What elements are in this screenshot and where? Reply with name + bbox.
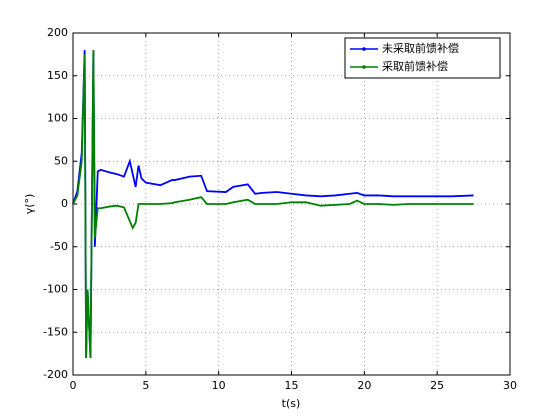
y-tick-label: -50	[50, 240, 68, 253]
x-axis-label: t(s)	[282, 397, 301, 410]
y-tick-label: 150	[47, 69, 68, 82]
y-axis-label: γ(°)	[23, 194, 36, 215]
plot-frame	[72, 32, 511, 376]
legend-marker	[362, 65, 366, 69]
legend-box	[344, 37, 501, 79]
y-tick-label: -200	[43, 368, 68, 381]
y-tick-label: 200	[47, 26, 68, 39]
y-tick-label: 0	[61, 197, 68, 210]
x-tick-label: 15	[285, 379, 299, 392]
x-tick-label: 0	[70, 379, 77, 392]
x-tick-label: 30	[503, 379, 517, 392]
y-tick-label: 50	[54, 154, 68, 167]
x-tick-label: 20	[357, 379, 371, 392]
x-tick-label: 10	[212, 379, 226, 392]
series-line	[72, 50, 474, 358]
legend-label: 未采取前馈补偿	[382, 41, 459, 55]
y-tick-label: -100	[43, 283, 68, 296]
legend-marker	[362, 47, 366, 51]
y-tick-label: -150	[43, 325, 68, 338]
y-tick-label: 100	[47, 112, 68, 125]
x-tick-label: 25	[430, 379, 444, 392]
legend-label: 采取前馈补偿	[382, 59, 448, 73]
x-tick-label: 5	[142, 379, 149, 392]
